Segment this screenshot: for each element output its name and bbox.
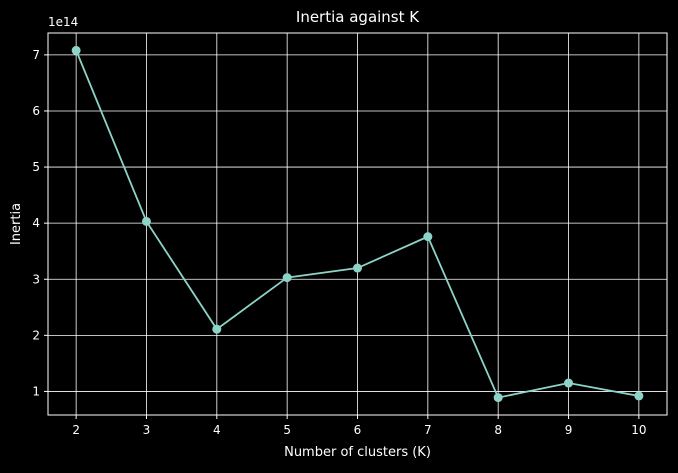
y-tick-label: 4 <box>32 216 40 230</box>
x-tick-label: 3 <box>143 423 151 437</box>
x-tick-label: 10 <box>631 423 646 437</box>
data-point <box>564 378 574 388</box>
data-point <box>353 263 362 273</box>
x-tick-label: 9 <box>565 423 573 437</box>
x-tick-label: 6 <box>354 423 362 437</box>
y-axis-ticks: 1 2 3 4 5 6 7 <box>32 48 48 398</box>
data-point <box>71 45 81 55</box>
x-tick-label: 8 <box>494 423 502 437</box>
y-tick-label: 7 <box>32 48 40 62</box>
y-tick-label: 2 <box>32 328 40 342</box>
x-axis-label: Number of clusters (K) <box>284 445 431 460</box>
grid <box>48 33 667 415</box>
y-tick-label: 1 <box>32 384 40 398</box>
data-point <box>282 273 292 283</box>
series-layer <box>71 45 644 403</box>
chart-title: Inertia against K <box>296 8 420 26</box>
y-axis-offset-label: 1e14 <box>48 15 78 29</box>
x-axis-ticks: 2 3 4 5 6 7 8 9 10 <box>72 415 647 437</box>
data-point <box>634 391 644 401</box>
y-axis-label: Inertia <box>9 203 24 245</box>
y-tick-label: 6 <box>32 104 40 118</box>
x-tick-label: 4 <box>213 423 221 437</box>
x-tick-label: 2 <box>72 423 80 437</box>
x-tick-label: 5 <box>283 423 291 437</box>
data-point <box>212 324 222 334</box>
y-tick-label: 5 <box>32 160 40 174</box>
data-point <box>423 232 433 242</box>
data-point <box>141 216 151 226</box>
y-tick-label: 3 <box>32 272 40 286</box>
data-point <box>493 393 503 403</box>
x-tick-label: 7 <box>424 423 432 437</box>
